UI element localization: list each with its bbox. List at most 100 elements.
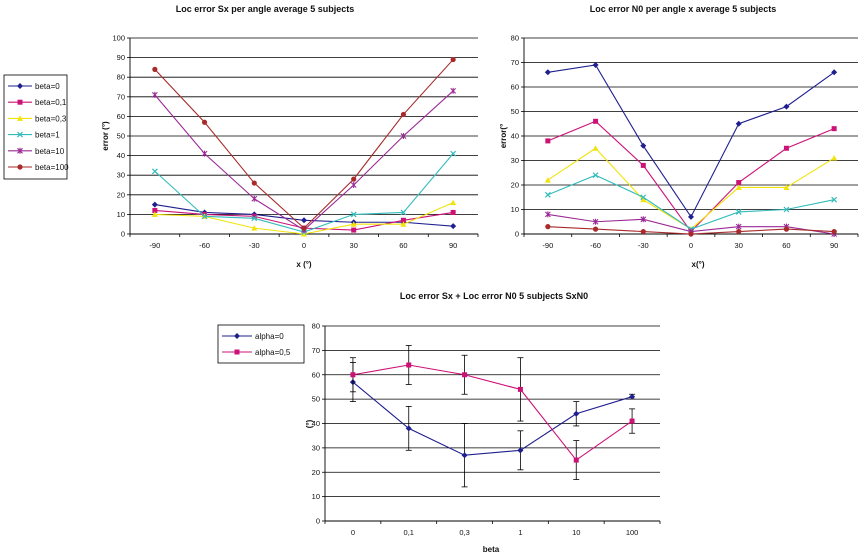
chart2-series-5-point bbox=[544, 211, 551, 218]
chart1-series-6-point bbox=[351, 176, 357, 182]
chart2-ytick-label: 10 bbox=[511, 205, 519, 214]
chart1-series-2-point bbox=[152, 207, 158, 213]
chart2-series-6-point bbox=[592, 226, 599, 232]
chart3-ylabel: (°) bbox=[305, 419, 314, 428]
chart1-grid bbox=[129, 37, 478, 235]
chart3-ytick-label: 80 bbox=[312, 322, 320, 331]
chart3-series-2-line bbox=[352, 364, 633, 461]
chart2-ytick-label: 0 bbox=[515, 230, 519, 239]
chart2-xtick-label: -60 bbox=[590, 241, 601, 250]
chart2-series-2-point bbox=[593, 118, 599, 124]
chart3-series-1 bbox=[349, 362, 636, 488]
chart1-series-1-point bbox=[450, 223, 457, 230]
chart2-series-3-point bbox=[640, 196, 647, 203]
chart2-ytick-label: 20 bbox=[511, 181, 519, 190]
chart1-series-6-line bbox=[154, 59, 454, 229]
chart1-series-1 bbox=[151, 201, 457, 230]
chart2-series-1-point bbox=[592, 61, 599, 68]
legend1-swatch-marker bbox=[17, 83, 23, 89]
chart2-series-4-point bbox=[592, 172, 599, 179]
chart1-ytick-label: 70 bbox=[117, 92, 125, 101]
chart1-series-3-point bbox=[450, 199, 457, 206]
chart1-ytick-label: 50 bbox=[117, 132, 125, 141]
chart3-series-2-point bbox=[406, 362, 412, 368]
chart1-series-5-point bbox=[251, 195, 258, 202]
chart1-series-6-point bbox=[450, 56, 456, 63]
chart2-series-6-point bbox=[640, 228, 646, 235]
chart1-series-6-point bbox=[152, 66, 158, 72]
chart3-xtick-label: 1 bbox=[518, 528, 522, 537]
legend1-item: beta=1 bbox=[8, 131, 60, 140]
chart1-ytick-label: 30 bbox=[117, 171, 125, 180]
chart3-ytick-label: 60 bbox=[312, 370, 320, 379]
chart2-series-5-point bbox=[735, 223, 742, 230]
chart1-series-4-point bbox=[450, 150, 457, 157]
chart2-series bbox=[544, 61, 838, 237]
chart1-series-4-point bbox=[201, 213, 208, 220]
chart3-xlabel: beta bbox=[483, 545, 500, 554]
legend1-label: beta=1 bbox=[35, 131, 60, 140]
chart2-series-3-point bbox=[592, 145, 599, 151]
chart2-series-2-point bbox=[831, 126, 837, 132]
chart3-xtick-label: 100 bbox=[626, 528, 639, 537]
chart1-xtick-label: 30 bbox=[350, 241, 358, 250]
chart1-title: Loc error Sx per angle average 5 subject… bbox=[176, 4, 355, 14]
chart3-series-1-point bbox=[405, 425, 412, 432]
legend1-label: beta=0 bbox=[35, 82, 60, 91]
chart2-series-4-point bbox=[640, 194, 647, 201]
chart2-series-6-point bbox=[545, 224, 551, 230]
chart1-series-6-point bbox=[301, 225, 307, 231]
chart3-xtick-label: 0,3 bbox=[459, 528, 469, 537]
chart1-ytick-label: 40 bbox=[117, 151, 125, 160]
chart1-series-6-point bbox=[400, 111, 407, 118]
chart2-series-6-point bbox=[688, 231, 694, 237]
chart1-series-2-point bbox=[400, 217, 406, 223]
legend3-item: alpha=0 bbox=[222, 332, 284, 341]
chart2-series-2-point bbox=[640, 162, 646, 168]
chart1-xlabel: x (°) bbox=[296, 260, 312, 269]
chart3-title: Loc error Sx + Loc error N0 5 subjects S… bbox=[400, 291, 588, 301]
chart2-xtick-label: 0 bbox=[689, 241, 693, 250]
chart2-ytick-label: 60 bbox=[511, 83, 519, 92]
chart2-series-6-point bbox=[783, 226, 790, 232]
legend1-label: beta=0,1 bbox=[35, 98, 67, 107]
legend1-item: beta=0,1 bbox=[8, 98, 67, 107]
legend1-item: beta=0,3 bbox=[8, 114, 67, 123]
chart2-series-4-point bbox=[831, 196, 838, 203]
chart3-ytick-label: 0 bbox=[316, 517, 320, 526]
chart1-ytick-label: 80 bbox=[117, 73, 125, 82]
chart1-series-5-point bbox=[350, 182, 357, 188]
chart1-legend: beta=0 beta=0,1 beta=0,3 beta=1 beta=10 beta=… bbox=[3, 74, 69, 180]
chart1-xtick-label: 0 bbox=[302, 241, 306, 250]
chart1-series-3-point bbox=[251, 225, 258, 231]
chart2-series-3-point bbox=[783, 184, 790, 190]
chart1-xtick-label: 60 bbox=[399, 241, 407, 250]
chart1-ytick-label: 20 bbox=[117, 190, 125, 199]
chart1-series-3-point bbox=[400, 221, 407, 227]
chart3-ytick-label: 70 bbox=[312, 346, 320, 355]
chart3-ytick-label: 40 bbox=[312, 419, 320, 428]
chart1-xtick-label: 90 bbox=[449, 241, 457, 250]
legend3-label: alpha=0,5 bbox=[255, 348, 291, 357]
chart1-series-6-point bbox=[201, 119, 208, 125]
chart1-series-4-point bbox=[350, 211, 357, 218]
chart1-series-2-point bbox=[251, 213, 257, 219]
chart3-series-2-point bbox=[629, 418, 635, 424]
legend1-item: beta=0 bbox=[8, 82, 60, 91]
legend1-item: beta=100 bbox=[8, 163, 69, 172]
legend3-swatch-marker bbox=[234, 349, 240, 355]
chart1-ylabel: error (°) bbox=[101, 121, 110, 151]
chart1-series-2-point bbox=[351, 227, 357, 233]
chart2-ytick-label: 30 bbox=[511, 156, 519, 165]
chart2-ytick-label: 70 bbox=[511, 58, 519, 67]
chart3-xtick-label: 0,1 bbox=[404, 528, 414, 537]
chart1-series-4-point bbox=[151, 168, 158, 175]
chart1-series-5-point bbox=[201, 150, 208, 157]
chart3-series-1-point bbox=[461, 452, 468, 459]
legend1-swatch-marker bbox=[17, 131, 23, 138]
chart1-series-3-point bbox=[151, 211, 158, 217]
chart2-series-3-point bbox=[831, 155, 838, 161]
chart1-series-2-point bbox=[450, 209, 456, 215]
chart3-ticks: 0 10 20 30 40 50 60 70 80 0 0,1 0,3 1 10 100 bbox=[312, 322, 661, 537]
